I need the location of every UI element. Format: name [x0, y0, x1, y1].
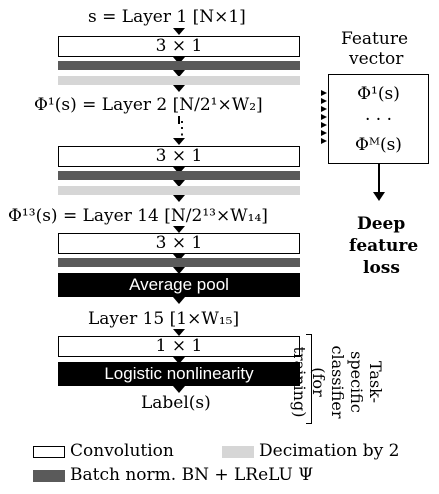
layer2-label: Φ¹(s) = Layer 2 [N/2¹×W₂] [34, 95, 263, 115]
feature-vector-box: Φ¹(s) · · · Φᴹ(s) [328, 74, 429, 164]
feature-input-arrow-4 [321, 114, 327, 120]
layer1-label: s = Layer 1 [N×1] [88, 7, 246, 27]
arrow-13 [173, 329, 185, 336]
legend-batchnorm-swatch [33, 470, 65, 482]
feature-input-arrow-2 [321, 98, 327, 104]
arrow-11 [173, 267, 185, 274]
arrow-9 [173, 226, 185, 233]
feature-vector-title-1: Feature [341, 29, 409, 49]
loss-connector [378, 164, 380, 194]
legend-convolution-text: Convolution [70, 441, 174, 461]
conv-block-1: 3 × 1 [58, 36, 300, 57]
logistic-nonlinearity-block: Logistic nonlinearity [58, 362, 300, 386]
legend-batchnorm-text: Batch norm. BN + LReLU Ψ [70, 465, 314, 485]
batchnorm-bar-1 [58, 61, 300, 70]
feature-row-2: · · · [364, 110, 393, 130]
legend-convolution-swatch [33, 446, 65, 458]
connector-1 [178, 116, 180, 124]
loss-arrowhead [373, 192, 385, 201]
arrow-14 [173, 357, 185, 364]
batchnorm-bar-2 [58, 171, 300, 180]
feature-input-arrow-3 [321, 106, 327, 112]
classifier-bracket [306, 334, 312, 424]
feature-row-3: Φᴹ(s) [355, 135, 402, 155]
arrow-7 [173, 180, 185, 187]
arrow-5 [173, 138, 185, 145]
arrow-12 [173, 297, 185, 304]
conv-block-final: 1 × 1 [58, 336, 300, 357]
arrow-15 [173, 386, 185, 393]
loss-line1: Deep [357, 214, 406, 234]
feature-input-arrow-1 [321, 90, 327, 96]
classifier-line1: Task-specific [347, 351, 385, 413]
arrow-1 [173, 28, 185, 35]
layer14-label: Φ¹³(s) = Layer 14 [N/2¹³×W₁₄] [8, 206, 268, 226]
legend-decimation-swatch [222, 446, 254, 458]
batchnorm-bar-3 [58, 258, 300, 267]
feature-row-1: Φ¹(s) [357, 84, 400, 104]
arrow-2 [173, 57, 185, 64]
arrow-6 [173, 167, 185, 174]
feature-input-arrow-7 [321, 138, 327, 144]
decimation-bar-2 [58, 186, 300, 195]
arrow-8 [173, 195, 185, 202]
feature-input-arrow-5 [321, 122, 327, 128]
legend-decimation-text: Decimation by 2 [259, 441, 400, 461]
decimation-bar-1 [58, 76, 300, 85]
output-label: Label(s) [141, 393, 211, 413]
feature-input-arrow-6 [321, 130, 327, 136]
loss-line2: feature [349, 236, 419, 256]
conv-block-2: 3 × 1 [58, 146, 300, 167]
conv-block-3: 3 × 1 [58, 233, 300, 254]
arrow-3 [173, 70, 185, 77]
classifier-line2: classifier [328, 345, 347, 419]
arrow-10 [173, 254, 185, 261]
feature-vector-title-2: vector [349, 49, 404, 69]
average-pool-block: Average pool [58, 273, 300, 297]
layer15-label: Layer 15 [1×W₁₅] [88, 309, 240, 329]
ellipsis-dots: ⋮ [173, 118, 191, 139]
classifier-text: Task-specific classifier (for training) [290, 334, 385, 430]
classifier-line3: (for training) [290, 346, 328, 418]
arrow-4 [173, 85, 185, 92]
loss-line3: loss [363, 258, 400, 278]
